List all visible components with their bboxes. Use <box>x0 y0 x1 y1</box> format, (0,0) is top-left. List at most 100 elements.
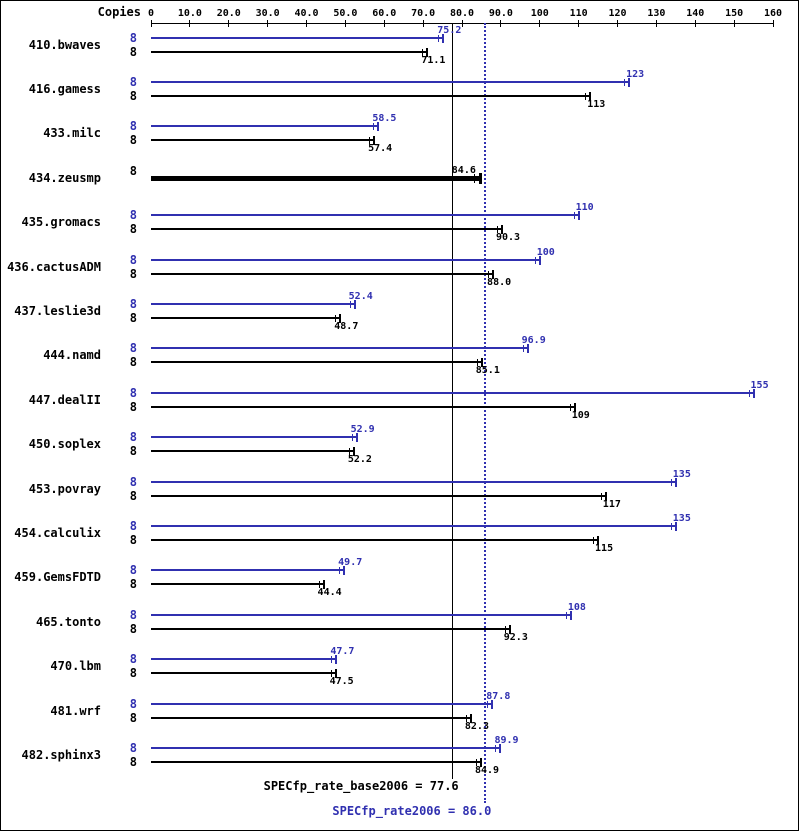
base-bar <box>151 94 591 97</box>
copies-count: 8 <box>129 266 137 281</box>
base-value-label: 92.3 <box>503 631 528 643</box>
merged-value-label: 84.6 <box>451 164 476 176</box>
base-bar-endcap <box>573 402 576 412</box>
base-bar-endcap <box>339 313 342 323</box>
axis-tick <box>578 20 580 27</box>
base-bar-endcap <box>373 136 376 146</box>
peak-bar-inner-tick <box>373 123 375 131</box>
reference-line-peak <box>484 23 487 803</box>
base-bar-inner-tick <box>422 48 424 56</box>
peak-bar-inner-tick <box>438 34 440 42</box>
peak-value-label: 58.5 <box>372 113 397 125</box>
axis-tick-label: 150 <box>725 8 744 19</box>
base-bar-inner-tick <box>593 536 595 544</box>
copies-count: 8 <box>129 88 137 103</box>
base-bar <box>151 538 599 541</box>
base-bar-inner-tick <box>348 448 350 456</box>
peak-bar-endcap <box>355 433 358 443</box>
base-bar-endcap <box>469 713 472 723</box>
copies-count: 8 <box>129 74 137 89</box>
copies-count: 8 <box>129 119 137 134</box>
base-value-label: 82.3 <box>464 720 489 732</box>
peak-bar-endcap <box>377 122 380 132</box>
axis-tick <box>228 20 230 27</box>
peak-bar-inner-tick <box>522 345 524 353</box>
peak-bar-endcap <box>674 521 677 531</box>
base-bar-endcap <box>480 757 483 767</box>
copies-count: 8 <box>129 666 137 681</box>
peak-value-label: 47.7 <box>330 646 355 658</box>
axis-tick-label: 60.0 <box>372 8 397 19</box>
base-value-label: 88.0 <box>487 276 512 288</box>
peak-bar <box>151 36 444 39</box>
base-bar-endcap <box>604 491 607 501</box>
peak-value-label: 108 <box>567 601 586 613</box>
peak-mean-label: SPECfp_rate2006 = 86.0 <box>332 804 492 818</box>
base-bar-inner-tick <box>476 758 478 766</box>
copies-count: 8 <box>129 474 137 489</box>
base-bar-endcap <box>334 669 337 679</box>
axis-tick <box>422 20 424 27</box>
peak-bar <box>151 569 345 572</box>
base-bar-inner-tick <box>569 403 571 411</box>
peak-value-label: 52.4 <box>348 290 373 302</box>
copies-header: Copies <box>97 5 141 19</box>
peak-bar-endcap <box>674 477 677 487</box>
axis-tick-label: 130 <box>647 8 666 19</box>
axis-tick <box>344 20 346 27</box>
base-value-label: 113 <box>587 98 606 110</box>
base-bar-inner-tick <box>476 359 478 367</box>
copies-count: 8 <box>129 44 137 59</box>
peak-bar-inner-tick <box>349 300 351 308</box>
benchmark-name-label: 453.povray <box>28 481 101 496</box>
base-bar-inner-tick <box>497 226 499 234</box>
base-bar <box>151 228 503 231</box>
copies-count: 8 <box>129 208 137 223</box>
axis-tick <box>306 20 307 27</box>
base-bar-endcap <box>426 47 429 57</box>
peak-value-label: 75.2 <box>437 24 462 36</box>
peak-bar-endcap <box>491 699 494 709</box>
peak-value-label: 110 <box>575 202 594 214</box>
base-bar-inner-tick <box>465 714 467 722</box>
peak-bar-endcap <box>442 33 445 43</box>
peak-value-label: 100 <box>536 246 555 258</box>
base-bar-endcap <box>480 358 483 368</box>
copies-count: 8 <box>129 577 137 592</box>
peak-value-label: 135 <box>672 468 691 480</box>
peak-bar-endcap <box>752 388 755 398</box>
copies-count: 8 <box>129 252 137 267</box>
peak-bar-inner-tick <box>351 434 353 442</box>
base-value-label: 115 <box>595 542 614 554</box>
benchmark-name-label: 436.cactusADM <box>7 259 101 274</box>
peak-bar-inner-tick <box>670 478 672 486</box>
copies-count: 8 <box>129 696 137 711</box>
base-bar <box>151 627 510 630</box>
peak-value-label: 135 <box>672 512 691 524</box>
base-bar-inner-tick <box>488 270 490 278</box>
peak-bar <box>151 214 579 217</box>
base-bar-inner-tick <box>335 314 337 322</box>
peak-bar-endcap <box>499 743 502 753</box>
benchmark-name-label: 481.wrf <box>50 703 101 718</box>
copies-count: 8 <box>129 652 137 667</box>
axis-tick <box>772 20 774 27</box>
benchmark-name-label: 482.sphinx3 <box>21 747 101 762</box>
benchmark-name-label: 435.gromacs <box>21 215 101 230</box>
axis-tick <box>383 20 385 27</box>
base-value-label: 90.3 <box>495 232 521 244</box>
peak-bar-inner-tick <box>748 389 750 397</box>
peak-bar-endcap <box>335 655 338 665</box>
peak-bar-endcap <box>577 211 580 221</box>
merged-bar-endcap <box>478 172 482 184</box>
axis-tick-label: 120 <box>608 8 627 19</box>
base-mean-label: SPECfp_rate_base2006 = 77.6 <box>263 779 459 793</box>
base-bar-endcap <box>501 225 504 235</box>
axis-tick-label: 160 <box>763 8 783 19</box>
axis-tick-label: 40.0 <box>294 8 319 19</box>
axis-tick-label: 20.0 <box>216 8 241 19</box>
benchmark-name-label: 433.milc <box>43 126 101 141</box>
peak-bar-inner-tick <box>573 212 575 220</box>
copies-count: 8 <box>129 385 137 400</box>
